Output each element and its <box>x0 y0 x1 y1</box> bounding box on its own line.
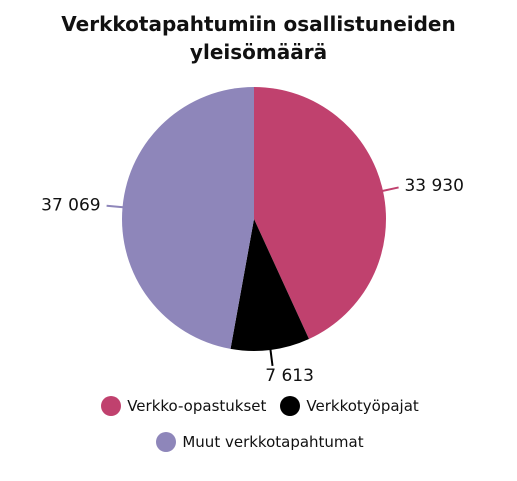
legend-swatch <box>156 432 177 452</box>
leader-line <box>106 204 125 209</box>
legend-item: Verkkotyöpajat <box>280 396 419 416</box>
legend-item: Muut verkkotapahtumat <box>156 432 364 452</box>
leader-line <box>380 186 399 193</box>
legend: Verkko-opastukset Verkkotyöpajat Muut verk… <box>70 396 450 452</box>
legend-item: Verkko-opastukset <box>101 396 266 416</box>
chart-title: Verkkotapahtumiin osallistuneiden yleisö… <box>61 12 456 64</box>
data-label: 7 613 <box>265 366 314 386</box>
legend-label: Muut verkkotapahtumat <box>182 433 364 451</box>
pie-slice <box>230 219 309 351</box>
title-box: Verkkotapahtumiin osallistuneiden yleisö… <box>0 10 517 66</box>
leader-line <box>269 347 274 366</box>
pie-slice <box>122 87 254 349</box>
legend-swatch <box>280 396 301 416</box>
legend-label: Verkko-opastukset <box>127 397 267 415</box>
legend-swatch <box>101 396 122 416</box>
data-label: 37 069 <box>41 195 100 215</box>
pie-slice <box>254 87 386 340</box>
legend-label: Verkkotyöpajat <box>306 397 419 415</box>
data-label: 33 930 <box>404 176 463 196</box>
